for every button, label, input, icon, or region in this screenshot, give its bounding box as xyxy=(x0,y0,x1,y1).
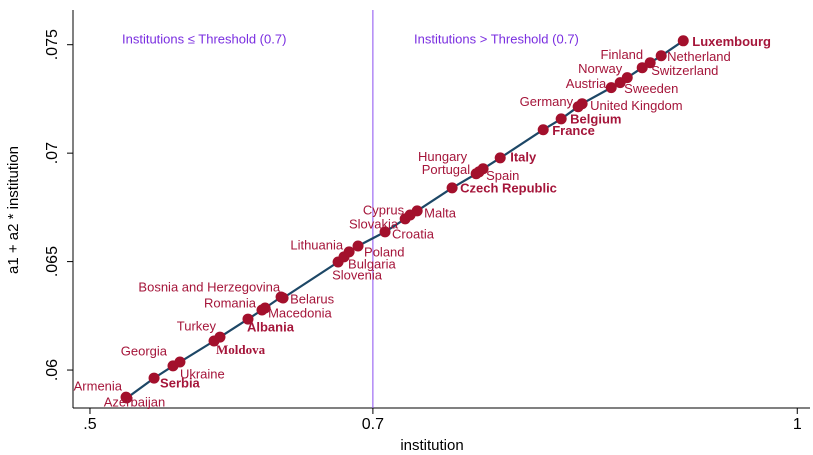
point xyxy=(352,240,364,252)
point xyxy=(677,35,689,47)
x-tick-label: 0.7 xyxy=(362,416,384,433)
point-label: Belarus xyxy=(290,291,335,306)
point-label: Finland xyxy=(601,47,644,62)
point-label: Norway xyxy=(578,61,623,76)
point-label: Belgium xyxy=(570,111,621,126)
annotation: Institutions > Threshold (0.7) xyxy=(414,31,579,46)
point-label: Germany xyxy=(520,94,574,109)
point-label: Netherland xyxy=(667,49,731,64)
point-label: Portugal xyxy=(422,162,471,177)
point-label: Spain xyxy=(486,168,519,183)
point xyxy=(343,246,355,258)
point xyxy=(174,356,186,368)
point-label: Armenia xyxy=(74,379,123,394)
point xyxy=(644,57,656,69)
point xyxy=(242,313,254,325)
point xyxy=(537,124,549,136)
point-label: Georgia xyxy=(121,343,168,358)
x-axis-title: institution xyxy=(400,437,463,454)
point-label: Poland xyxy=(364,244,404,259)
y-tick-label: .075 xyxy=(44,29,61,60)
point-label: Azerbaijan xyxy=(104,394,165,409)
point-label: Sweeden xyxy=(624,81,678,96)
point-label: Lithuania xyxy=(290,237,344,252)
point-label: Luxembourg xyxy=(692,34,771,49)
point-label: Bulgaria xyxy=(348,256,396,271)
point xyxy=(555,113,567,125)
point-label: Turkey xyxy=(177,318,217,333)
point-label: Cyprus xyxy=(363,202,405,217)
x-tick-label: .5 xyxy=(83,416,96,433)
point xyxy=(121,392,133,404)
point-label: Czech Republic xyxy=(460,180,557,195)
y-axis-title: a1 + a2 * institution xyxy=(5,146,22,274)
y-tick-label: .06 xyxy=(44,359,61,381)
point-label: Macedonia xyxy=(268,305,332,320)
point xyxy=(621,72,633,84)
point xyxy=(446,182,458,194)
point-label: Austria xyxy=(566,76,607,91)
point xyxy=(477,163,489,175)
point xyxy=(379,226,391,238)
point-label: Switzerland xyxy=(651,63,718,78)
point-label: Hungary xyxy=(418,149,468,164)
point-label: Moldova xyxy=(216,342,266,357)
point xyxy=(411,205,423,217)
annotation: Institutions ≤ Threshold (0.7) xyxy=(122,31,286,46)
y-tick-label: .07 xyxy=(44,142,61,164)
point xyxy=(214,331,226,343)
point xyxy=(605,82,617,94)
point-label: Italy xyxy=(510,149,537,164)
y-tick-label: .065 xyxy=(44,246,61,277)
point xyxy=(576,98,588,110)
point-label: Slovenia xyxy=(332,267,383,282)
point xyxy=(148,372,160,384)
point-label: Slovakia xyxy=(349,216,399,231)
point-label: Malta xyxy=(424,205,457,220)
point-label: United Kingdom xyxy=(590,98,683,113)
point xyxy=(655,50,667,62)
x-tick-label: 1 xyxy=(793,416,802,433)
point-label: Serbia xyxy=(160,376,201,391)
point-label: Bosnia and Herzegovina xyxy=(138,279,280,294)
plot-area xyxy=(73,10,810,408)
point-label: France xyxy=(552,123,595,138)
point-label: Croatia xyxy=(392,226,435,241)
point xyxy=(277,292,289,304)
point-label: Romania xyxy=(204,295,257,310)
point xyxy=(636,62,648,74)
point-label: Ukraine xyxy=(180,366,225,381)
point xyxy=(494,152,506,164)
point xyxy=(259,302,271,314)
point-label: Albania xyxy=(247,320,295,335)
